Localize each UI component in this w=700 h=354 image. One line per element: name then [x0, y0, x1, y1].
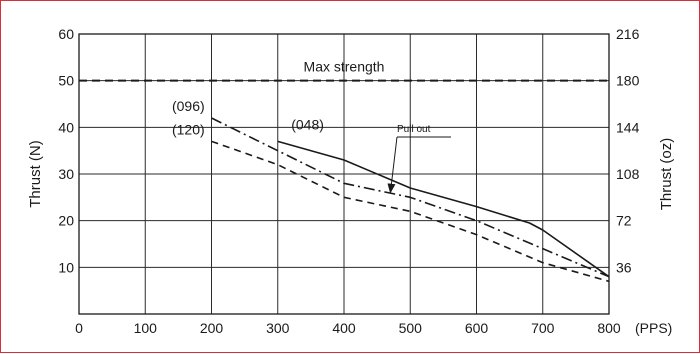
y-tick-label-left: 60	[58, 26, 74, 42]
annotation-label: (096)	[172, 98, 205, 114]
y-axis-title-left: Thrust (N)	[27, 140, 44, 208]
y-tick-label-left: 30	[58, 166, 74, 182]
annotation-label: (120)	[172, 121, 205, 137]
series-line-048	[277, 140, 610, 278]
x-tick-label: 300	[266, 320, 290, 336]
x-tick-label: 400	[332, 320, 356, 336]
y-tick-label-right: 72	[616, 213, 632, 229]
y-tick-label-left: 20	[58, 213, 74, 229]
plot-area-border	[78, 33, 610, 315]
y-tick-label-right: 216	[616, 26, 640, 42]
x-tick-label: 100	[134, 320, 158, 336]
annotation-arrow	[387, 136, 398, 194]
max-strength-label: Max strength	[304, 59, 385, 75]
y-tick-label-right: 108	[616, 166, 640, 182]
y-tick-label-right: 180	[616, 73, 640, 89]
y-tick-label-right: 36	[616, 259, 632, 275]
x-tick-label: 800	[597, 320, 621, 336]
y-tick-label-left: 50	[58, 73, 74, 89]
x-tick-label: 200	[200, 320, 224, 336]
y-axis-title-right: Thrust (oz)	[658, 138, 675, 211]
x-tick-label: 500	[399, 320, 423, 336]
x-axis-label: (PPS)	[635, 320, 672, 336]
x-tick-label: 0	[75, 320, 83, 336]
series-line-120	[211, 140, 610, 283]
y-tick-label-left: 40	[58, 119, 74, 135]
annotation-label: (048)	[291, 117, 324, 133]
y-tick-label-right: 144	[616, 119, 640, 135]
x-tick-label: 700	[531, 320, 555, 336]
x-tick-label: 600	[465, 320, 489, 336]
y-tick-label-left: 10	[58, 259, 74, 275]
series-line-096	[211, 117, 610, 278]
annotation-label: Pull out	[397, 124, 431, 135]
